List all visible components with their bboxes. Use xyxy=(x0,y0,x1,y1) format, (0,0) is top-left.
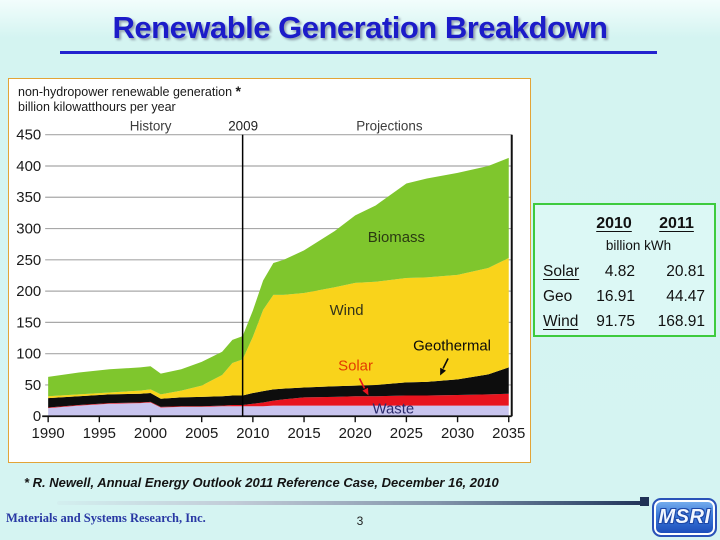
wind-2011-value: 168.91 xyxy=(657,312,705,330)
y-tick-label: 0 xyxy=(33,408,41,425)
solar-2010-value: 4.82 xyxy=(604,262,635,280)
table-header-2011: 2011 xyxy=(659,214,694,232)
y-tick-label: 300 xyxy=(16,221,41,238)
y-tick-label: 450 xyxy=(16,127,41,144)
y-tick-label: 400 xyxy=(16,158,41,175)
biomass-area-label: Biomass xyxy=(368,229,425,246)
x-tick-label: 2030 xyxy=(441,425,474,442)
y-tick-label: 350 xyxy=(16,189,41,206)
chart-subtitle-line2: billion kilowatthours per year xyxy=(18,100,176,114)
area-solar xyxy=(48,393,509,409)
area-waste xyxy=(48,402,509,417)
geo-2011-value: 44.47 xyxy=(666,287,705,305)
source-footnote: * R. Newell, Annual Energy Outlook 2011 … xyxy=(24,475,499,490)
y-tick-label: 250 xyxy=(16,252,41,269)
y-tick-label: 100 xyxy=(16,346,41,363)
page-title: Renewable Generation Breakdown xyxy=(112,10,608,45)
page-number: 3 xyxy=(356,514,364,528)
wind-area-label: Wind xyxy=(330,302,364,319)
chart-tick-labels: 0 50 100 150 200 250 300 350 400 450 1990 1995 2000 2… xyxy=(16,127,525,442)
msri-logo: MSRI xyxy=(652,498,717,537)
x-tick-label: 2035 xyxy=(492,425,525,442)
x-tick-label: 2010 xyxy=(236,425,269,442)
chart-axes xyxy=(42,134,513,423)
stacked-area-chart: 0 50 100 150 200 250 300 350 400 450 1990 1995 2000 2… xyxy=(16,119,525,442)
x-tick-label: 1995 xyxy=(83,425,116,442)
geothermal-arrow-icon xyxy=(442,358,449,369)
table-row: Solar 4.82 20.81 xyxy=(535,259,714,284)
history-label: History xyxy=(130,119,172,134)
wind-2010-value: 91.75 xyxy=(596,312,635,330)
geothermal-arrowhead-icon xyxy=(440,367,446,376)
row-label-geo: Geo xyxy=(543,287,573,305)
area-geothermal xyxy=(48,367,509,408)
y-tick-label: 200 xyxy=(16,283,41,300)
waste-area-label: Waste xyxy=(373,400,415,417)
geo-2010-value: 16.91 xyxy=(596,287,635,305)
x-tick-label: 2020 xyxy=(339,425,372,442)
table-header-2010: 2010 xyxy=(596,214,632,232)
title-underline xyxy=(60,51,657,54)
footnote-asterisk: * xyxy=(235,83,241,99)
row-label-wind: Wind xyxy=(543,312,579,330)
solar-area-label: Solar xyxy=(338,357,373,374)
footer-divider-endcap xyxy=(640,497,649,506)
table-row: Geo 16.91 44.47 xyxy=(535,284,714,309)
row-label-solar: Solar xyxy=(543,262,580,280)
y-tick-label: 50 xyxy=(25,377,42,394)
solar-arrow-icon xyxy=(358,378,366,389)
x-tick-label: 2025 xyxy=(390,425,423,442)
x-tick-label: 2005 xyxy=(185,425,218,442)
chart-panel: non-hydropower renewable generation * bi… xyxy=(8,78,531,463)
solar-2011-value: 20.81 xyxy=(666,262,705,280)
x-tick-label: 2000 xyxy=(134,425,167,442)
chart-header: non-hydropower renewable generation * bi… xyxy=(18,84,241,115)
organization-name: Materials and Systems Research, Inc. xyxy=(6,511,206,525)
x-tick-label: 1990 xyxy=(32,425,65,442)
table-unit-label: billion kWh xyxy=(605,238,672,253)
divider-year-label: 2009 xyxy=(228,119,258,134)
footer-divider xyxy=(57,501,642,505)
solar-arrowhead-icon xyxy=(362,387,369,396)
projections-label: Projections xyxy=(356,119,423,134)
geothermal-area-label: Geothermal xyxy=(413,338,491,355)
y-tick-label: 150 xyxy=(16,314,41,331)
chart-subtitle-line1: non-hydropower renewable generation * xyxy=(18,83,241,100)
table-header-row: 2010 2011 xyxy=(535,212,714,235)
msri-logo-text: MSRI xyxy=(658,506,711,528)
table-row: Wind 91.75 168.91 xyxy=(535,309,714,334)
chart-areas xyxy=(48,157,509,417)
area-biomass xyxy=(48,157,509,397)
data-table: 2010 2011 billion kWh Solar 4.82 20.81 G… xyxy=(533,203,716,337)
area-wind xyxy=(48,257,509,399)
x-tick-label: 2015 xyxy=(287,425,320,442)
